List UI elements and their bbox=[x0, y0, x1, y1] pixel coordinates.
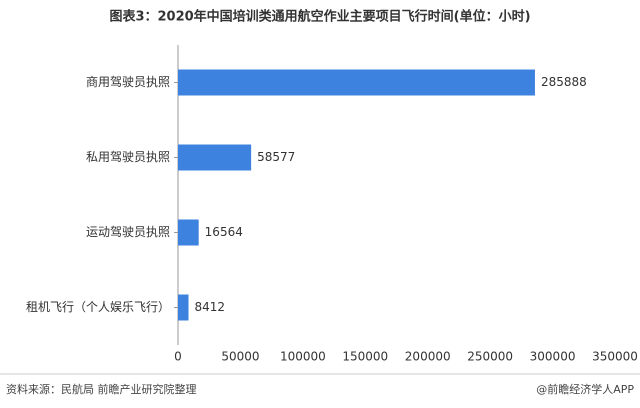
credit: @前瞻经济学人APP bbox=[536, 382, 634, 396]
y-tick-label: 运动驾驶员执照 bbox=[86, 224, 170, 239]
bar bbox=[178, 69, 535, 96]
x-tick-label: 250000 bbox=[467, 350, 513, 364]
x-tick-label: 200000 bbox=[405, 350, 451, 364]
value-label: 285888 bbox=[541, 75, 587, 89]
x-tick-label: 0 bbox=[174, 350, 182, 364]
bar bbox=[178, 294, 189, 321]
bar bbox=[178, 219, 199, 246]
x-tick-label: 100000 bbox=[280, 350, 326, 364]
value-label: 58577 bbox=[257, 150, 295, 164]
source: 资料来源：民航局 前瞻产业研究院整理 bbox=[6, 382, 197, 396]
y-tick-label: 私用驾驶员执照 bbox=[86, 149, 170, 164]
x-tick-label: 150000 bbox=[342, 350, 388, 364]
y-tick-label: 商用驾驶员执照 bbox=[86, 74, 170, 89]
bar bbox=[178, 144, 252, 171]
x-tick-label: 300000 bbox=[530, 350, 576, 364]
x-tick-label: 50000 bbox=[221, 350, 259, 364]
value-label: 8412 bbox=[195, 300, 226, 314]
chart-title: 图表3：2020年中国培训类通用航空作业主要项目飞行时间(单位：小时) bbox=[109, 9, 530, 25]
value-label: 16564 bbox=[205, 225, 243, 239]
y-tick-label: 租机飞行（个人娱乐飞行） bbox=[26, 300, 170, 314]
x-tick-label: 350000 bbox=[592, 350, 638, 364]
